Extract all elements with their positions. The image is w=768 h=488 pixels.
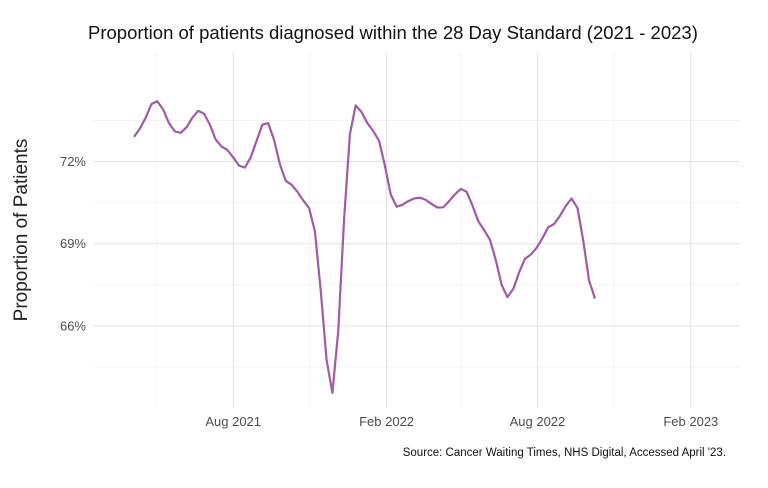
series-lines xyxy=(133,100,597,394)
x-tick-label: Aug 2021 xyxy=(205,414,261,429)
source-note: Source: Cancer Waiting Times, NHS Digita… xyxy=(402,447,726,459)
y-tick-label: 69% xyxy=(60,236,86,251)
series-line xyxy=(133,100,597,394)
y-axis-ticks: 66% 69% 72% xyxy=(60,154,86,333)
chart-title: Proportion of patients diagnosed within … xyxy=(88,22,698,43)
y-tick-label: 66% xyxy=(60,318,86,333)
x-tick-label: Aug 2022 xyxy=(510,414,566,429)
y-tick-label: 72% xyxy=(60,154,86,169)
x-tick-label: Feb 2022 xyxy=(359,414,414,429)
x-tick-label: Feb 2023 xyxy=(663,414,718,429)
grid xyxy=(94,52,740,408)
x-axis-ticks: Aug 2021 Feb 2022 Aug 2022 Feb 2023 xyxy=(205,414,718,429)
